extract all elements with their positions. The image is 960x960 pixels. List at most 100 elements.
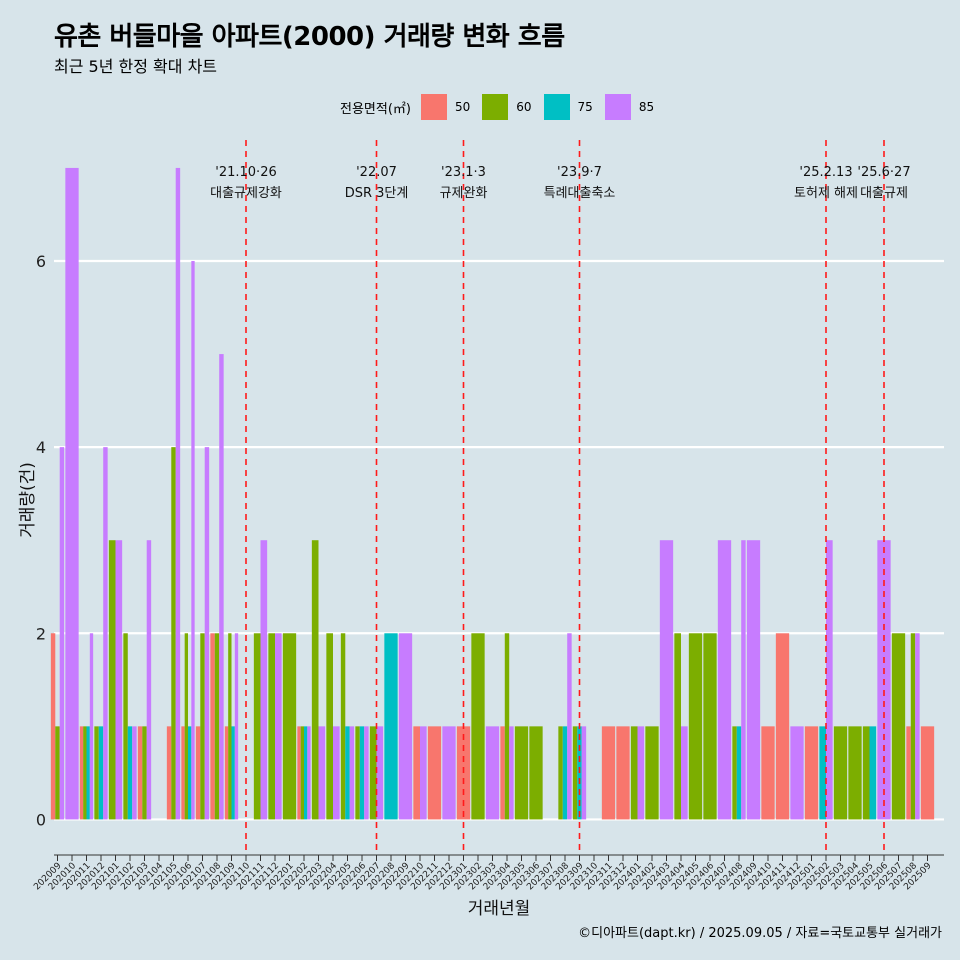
bar-75-202012 xyxy=(98,726,104,820)
bar-60-202009 xyxy=(55,726,60,820)
event-date: '25.6·27 xyxy=(857,165,910,180)
bar-50-202202 xyxy=(297,726,301,820)
bar-75-202011 xyxy=(86,726,90,820)
bar-85-202409 xyxy=(746,540,761,820)
bar-75-202208 xyxy=(384,633,398,820)
bar-50-202106 xyxy=(181,726,185,820)
bar-60-202505 xyxy=(862,726,870,820)
bar-85-202010 xyxy=(65,167,79,820)
bar-60-202402 xyxy=(645,726,659,820)
bar-85-202109 xyxy=(234,633,239,820)
bar-85-202412 xyxy=(790,726,804,820)
legend-item-50: 50 xyxy=(420,94,474,120)
bar-75-202505 xyxy=(869,726,877,820)
legend-label-85: 85 xyxy=(638,100,655,114)
bar-75-202408 xyxy=(736,726,742,820)
bar-85-202304 xyxy=(509,726,514,820)
bar-85-202105 xyxy=(175,167,181,820)
x-axis-title: 거래년월 xyxy=(468,899,531,919)
legend-key-50 xyxy=(420,94,447,120)
bar-60-202011 xyxy=(83,726,87,820)
bar-50-202210 xyxy=(413,726,420,820)
bar-60-202404 xyxy=(674,633,681,820)
bar-85-202204 xyxy=(333,726,340,820)
bar-50-202107 xyxy=(195,726,201,820)
y-tick-label: 4 xyxy=(36,438,46,457)
bar-60-202107 xyxy=(200,633,205,820)
bar-75-202202 xyxy=(304,726,308,820)
bar-85-202111 xyxy=(260,540,268,820)
bar-75-202205 xyxy=(345,726,350,820)
bar-85-202212 xyxy=(442,726,456,820)
y-axis-title: 거래량(건) xyxy=(18,462,38,538)
bar-50-202109 xyxy=(224,726,229,820)
event-date: '25.2.13 xyxy=(799,165,852,180)
bar-60-202102 xyxy=(123,633,128,820)
bar-60-202309 xyxy=(572,726,578,820)
bar-50-202108 xyxy=(210,633,215,820)
event-label: 특례대출축소 xyxy=(544,186,616,201)
bar-85-202009 xyxy=(59,447,65,820)
legend-item-75: 75 xyxy=(543,94,597,120)
bar-85-202403 xyxy=(659,540,674,820)
bar-60-202302 xyxy=(471,633,485,820)
legend-item-85: 85 xyxy=(604,94,658,120)
bar-60-202405 xyxy=(688,633,703,820)
bar-85-202303 xyxy=(485,726,500,820)
chart-title: 유촌 버들마을 아파트(2000) 거래량 변화 흐름 xyxy=(54,22,565,52)
bar-85-202012 xyxy=(103,447,108,820)
bar-85-202408 xyxy=(741,540,746,820)
bar-60-202203 xyxy=(311,540,319,820)
bar-75-202102 xyxy=(127,726,133,820)
bar-60-202201 xyxy=(282,633,297,820)
bar-60-202109 xyxy=(228,633,232,820)
legend-item-60: 60 xyxy=(482,94,535,120)
bar-60-202304 xyxy=(504,633,510,820)
bar-60-202308 xyxy=(558,726,563,820)
chart-subtitle: 최근 5년 한정 확대 차트 xyxy=(54,57,218,76)
bar-75-202106 xyxy=(188,726,192,820)
bar-60-202101 xyxy=(108,540,116,820)
event-label: DSR 3단계 xyxy=(345,186,409,201)
bar-75-202502 xyxy=(819,726,826,820)
legend-key-60 xyxy=(482,94,509,120)
bar-85-202106 xyxy=(191,260,195,820)
bar-60-202504 xyxy=(848,726,862,820)
legend-key-85 xyxy=(604,94,631,120)
event-label: 대출규제강화 xyxy=(210,186,282,201)
bar-50-202312 xyxy=(616,726,630,820)
bar-50-202509 xyxy=(920,726,935,820)
bar-50-202103 xyxy=(137,726,143,820)
bar-50-202311 xyxy=(601,726,616,820)
bar-85-202101 xyxy=(115,540,123,820)
bar-60-202503 xyxy=(833,726,848,820)
bar-60-202204 xyxy=(326,633,333,820)
legend: 전용면적(㎡) 50 60 75 85 xyxy=(340,92,666,122)
legend-label-75: 75 xyxy=(577,100,593,114)
bar-85-202202 xyxy=(307,726,311,820)
bar-50-202411 xyxy=(775,633,790,820)
legend-key-75 xyxy=(543,94,570,120)
bar-85-202103 xyxy=(146,540,152,820)
bar-60-202205 xyxy=(340,633,346,820)
bar-85-202203 xyxy=(318,726,326,820)
event-date: '23.9·7 xyxy=(557,165,602,180)
bar-75-202308 xyxy=(562,726,568,820)
bar-50-202105 xyxy=(166,726,172,820)
bar-50-202011 xyxy=(79,726,84,820)
bar-85-202401 xyxy=(637,726,645,820)
bar-85-202309 xyxy=(581,726,587,820)
event-date: '23.1·3 xyxy=(441,165,486,180)
bar-85-202112 xyxy=(275,633,282,820)
bar-60-202406 xyxy=(703,633,717,820)
bar-85-202011 xyxy=(89,633,94,820)
bar-60-202112 xyxy=(268,633,275,820)
event-label: 토허제 해제 xyxy=(794,186,858,201)
bar-60-202401 xyxy=(630,726,638,820)
bar-50-202304 xyxy=(500,726,505,820)
legend-label-50: 50 xyxy=(454,100,471,114)
bar-50-202508 xyxy=(906,726,911,820)
legend-title: 전용면적(㎡) xyxy=(340,101,411,117)
bar-60-202206 xyxy=(355,726,360,820)
